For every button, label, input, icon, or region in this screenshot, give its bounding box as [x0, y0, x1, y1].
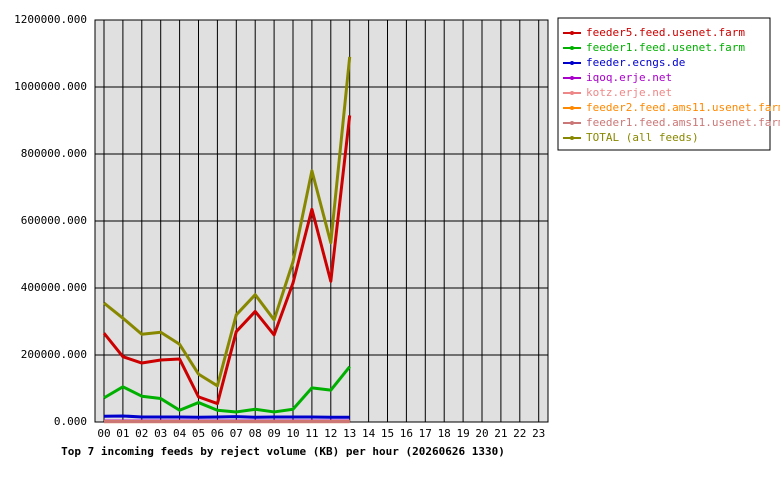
legend-label: feeder1.feed.usenet.farm: [586, 41, 745, 54]
legend-label: feeder1.feed.ams11.usenet.farm: [586, 116, 780, 129]
x-tick-label: 18: [438, 427, 451, 440]
x-tick-label: 20: [475, 427, 488, 440]
x-tick-label: 00: [97, 427, 110, 440]
x-tick-label: 17: [419, 427, 432, 440]
x-tick-label: 16: [400, 427, 413, 440]
x-tick-label: 23: [532, 427, 545, 440]
series-line: [103, 414, 350, 419]
legend: [557, 17, 771, 151]
y-tick-label: 400000.000: [21, 281, 87, 294]
y-tick-label: 1200000.000: [14, 13, 87, 26]
x-tick-label: 09: [267, 427, 280, 440]
x-tick-label: 03: [154, 427, 167, 440]
legend-dot: [570, 46, 574, 50]
x-tick-label: 15: [381, 427, 394, 440]
x-tick-label: 06: [211, 427, 224, 440]
legend-label: feeder2.feed.ams11.usenet.farm: [586, 101, 780, 114]
y-tick-label: 1000000.000: [14, 80, 87, 93]
legend-dot: [570, 31, 574, 35]
x-tick-label: 05: [192, 427, 205, 440]
legend-label: iqoq.erje.net: [586, 71, 672, 84]
legend-dot: [570, 91, 574, 95]
legend-label: feeder5.feed.usenet.farm: [586, 26, 745, 39]
legend-dot: [570, 121, 574, 125]
legend-dot: [570, 106, 574, 110]
y-tick-label: 800000.000: [21, 147, 87, 160]
y-tick-label: 600000.000: [21, 214, 87, 227]
legend-label: kotz.erje.net: [586, 86, 672, 99]
chart-title: Top 7 incoming feeds by reject volume (K…: [61, 445, 505, 458]
legend-dot: [570, 76, 574, 80]
y-tick-label: 0.000: [54, 415, 87, 428]
y-tick-label: 200000.000: [21, 348, 87, 361]
legend-dot: [570, 61, 574, 65]
x-tick-label: 14: [362, 427, 376, 440]
x-tick-label: 08: [249, 427, 262, 440]
legend-dot: [570, 136, 574, 140]
x-tick-label: 02: [135, 427, 148, 440]
series-line: [103, 56, 352, 388]
x-tick-label: 01: [116, 427, 129, 440]
x-tick-label: 04: [173, 427, 187, 440]
series-line: [102, 115, 352, 406]
x-tick-label: 21: [494, 427, 507, 440]
x-tick-label: 10: [286, 427, 299, 440]
x-tick-label: 22: [513, 427, 526, 440]
legend-label: feeder.ecngs.de: [586, 56, 685, 69]
x-tick-label: 12: [324, 427, 337, 440]
series-line: [103, 365, 351, 414]
x-tick-label: 19: [456, 427, 469, 440]
x-tick-label: 13: [343, 427, 356, 440]
x-tick-label: 07: [230, 427, 243, 440]
x-tick-label: 11: [305, 427, 318, 440]
legend-label: TOTAL (all feeds): [586, 131, 699, 144]
